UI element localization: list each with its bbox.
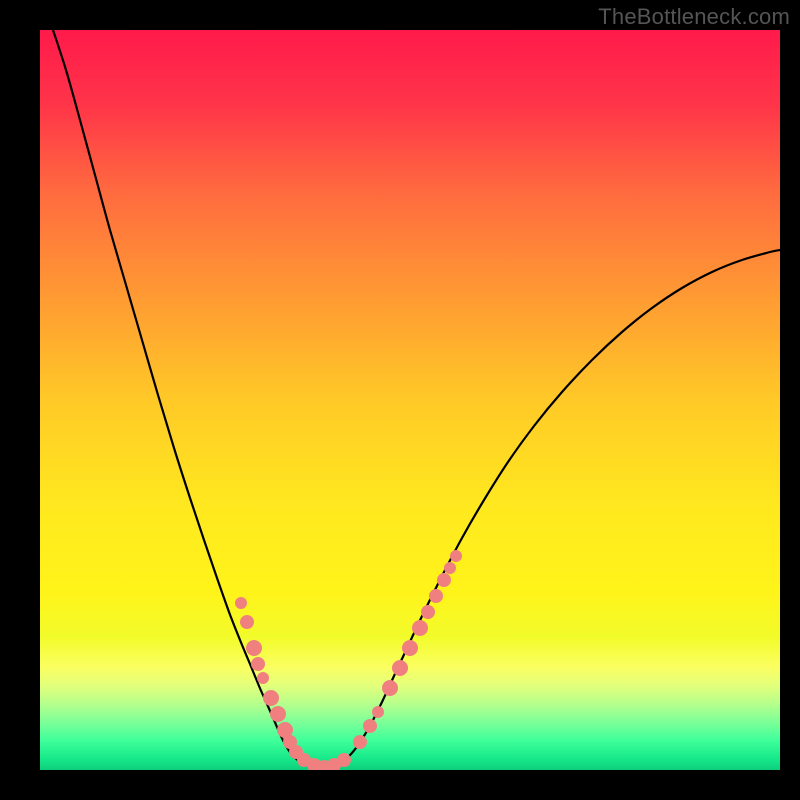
marker-point: [246, 640, 262, 656]
marker-point: [437, 573, 451, 587]
marker-point: [257, 672, 269, 684]
marker-point: [240, 615, 254, 629]
plot-background: [40, 30, 780, 770]
marker-point: [363, 719, 377, 733]
marker-point: [263, 690, 279, 706]
marker-point: [337, 753, 351, 767]
chart-container: TheBottleneck.com: [0, 0, 800, 800]
watermark-text: TheBottleneck.com: [598, 4, 790, 30]
marker-point: [353, 735, 367, 749]
marker-point: [382, 680, 398, 696]
marker-point: [421, 605, 435, 619]
marker-point: [235, 597, 247, 609]
marker-point: [392, 660, 408, 676]
marker-point: [402, 640, 418, 656]
marker-point: [412, 620, 428, 636]
marker-point: [372, 706, 384, 718]
marker-point: [450, 550, 462, 562]
marker-point: [270, 706, 286, 722]
marker-point: [444, 562, 456, 574]
marker-point: [429, 589, 443, 603]
bottleneck-chart: [0, 0, 800, 800]
marker-point: [251, 657, 265, 671]
